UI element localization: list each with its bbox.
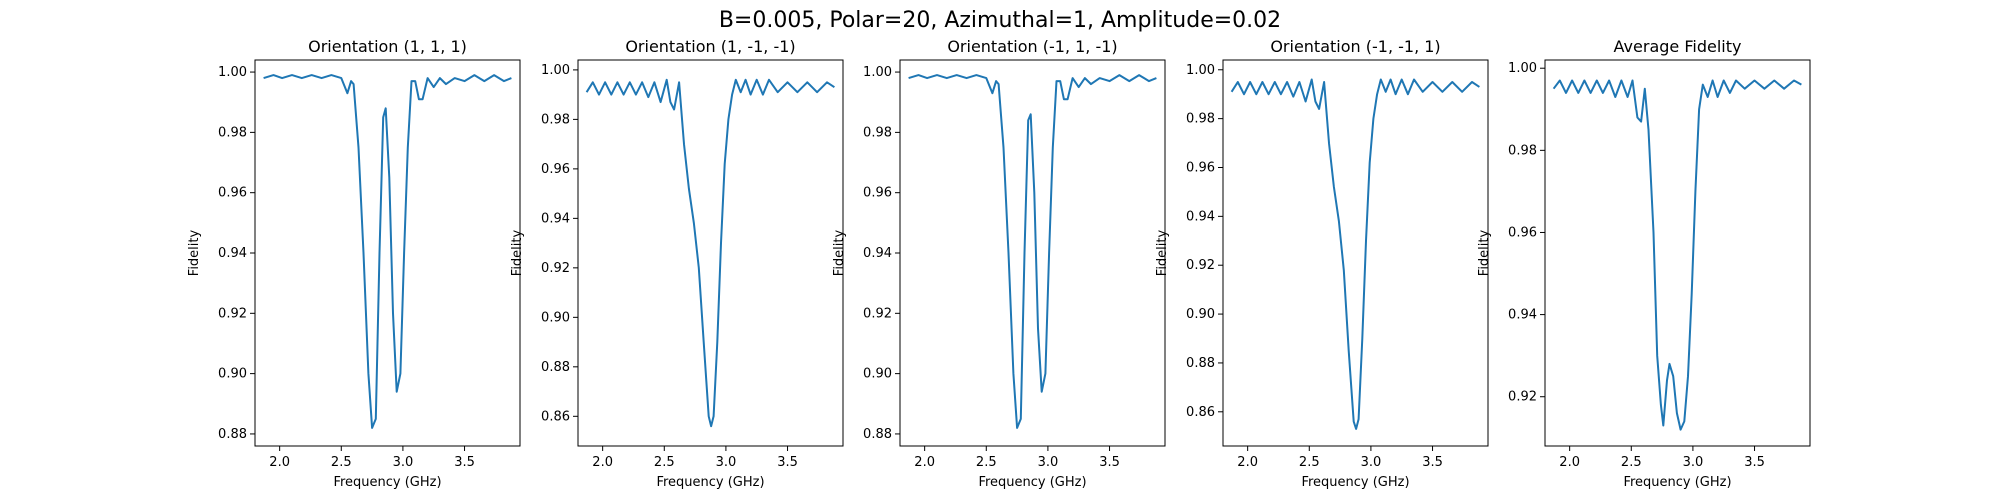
series-line (585, 78, 835, 428)
y-tick-label: 0.92 (1508, 390, 1537, 405)
y-tick-label: 1.00 (1186, 63, 1215, 78)
y-axis-label: Fidelity (1477, 229, 1492, 276)
y-tick-label: 0.92 (863, 306, 892, 321)
subplot-3: Orientation (-1, 1, -1) 2.0 2.5 3.0 3.5 0.88 0… (832, 37, 1166, 490)
y-tick-label: 0.96 (541, 162, 570, 177)
y-tick-label: 0.94 (218, 246, 247, 261)
subplot-5: Average Fidelity 2.0 2.5 3.0 3.5 0.92 0.94 0.96… (1477, 37, 1811, 490)
x-tick-label: 2.0 (269, 455, 290, 470)
y-tick-label: 0.92 (218, 306, 247, 321)
series-line (1552, 79, 1802, 431)
x-tick-label: 3.5 (1422, 455, 1443, 470)
y-tick-label: 0.88 (1186, 356, 1215, 371)
x-tick-label: 2.0 (592, 455, 613, 470)
subplot-title: Orientation (-1, 1, -1) (947, 37, 1117, 56)
y-tick-label: 0.96 (1186, 160, 1215, 175)
subplot-title: Orientation (1, -1, -1) (625, 37, 795, 56)
y-tick-label: 1.00 (218, 65, 247, 80)
x-tick-label: 2.0 (914, 455, 935, 470)
x-tick-label: 2.5 (654, 455, 675, 470)
y-tick-label: 1.00 (541, 63, 570, 78)
x-tick-label: 3.0 (1683, 455, 1704, 470)
y-tick-label: 0.88 (218, 427, 247, 442)
y-tick-label: 0.92 (541, 261, 570, 276)
x-tick-label: 2.0 (1237, 455, 1258, 470)
subplot-4: Orientation (-1, -1, 1) 2.0 2.5 3.0 3.5 0.86 0… (1155, 37, 1489, 490)
subplot-title: Orientation (-1, -1, 1) (1270, 37, 1440, 56)
series-line (908, 74, 1157, 429)
y-tick-label: 0.92 (1186, 258, 1215, 273)
subplot-title: Orientation (1, 1, 1) (308, 37, 467, 56)
x-tick-label: 2.5 (1299, 455, 1320, 470)
x-tick-label: 3.5 (454, 455, 475, 470)
y-axis-label: Fidelity (510, 229, 525, 276)
x-tick-label: 3.5 (1744, 455, 1765, 470)
y-tick-label: 0.94 (1508, 308, 1537, 323)
x-axis-label: Frequency (GHz) (333, 475, 441, 490)
y-tick-label: 0.86 (541, 409, 570, 424)
x-tick-label: 2.5 (331, 455, 352, 470)
figure-suptitle: B=0.005, Polar=20, Azimuthal=1, Amplitud… (719, 8, 1281, 33)
y-tick-label: 0.88 (541, 360, 570, 375)
y-tick-label: 0.96 (1508, 225, 1537, 240)
subplot-title: Average Fidelity (1614, 37, 1742, 56)
x-axis-label: Frequency (GHz) (1623, 475, 1731, 490)
y-tick-label: 0.90 (218, 367, 247, 382)
y-tick-label: 0.88 (863, 427, 892, 442)
x-axis-label: Frequency (GHz) (656, 475, 764, 490)
series-line (263, 74, 512, 429)
y-tick-label: 0.98 (541, 112, 570, 127)
y-tick-label: 0.94 (541, 211, 570, 226)
y-axis-label: Fidelity (832, 229, 847, 276)
series-line (1230, 78, 1480, 430)
x-tick-label: 2.0 (1559, 455, 1580, 470)
y-tick-label: 0.96 (863, 186, 892, 201)
y-tick-label: 1.00 (863, 65, 892, 80)
y-tick-label: 0.94 (863, 246, 892, 261)
y-tick-label: 0.90 (863, 367, 892, 382)
y-axis-label: Fidelity (1155, 229, 1170, 276)
y-tick-label: 1.00 (1508, 61, 1537, 76)
y-tick-label: 0.98 (1508, 143, 1537, 158)
y-tick-label: 0.90 (541, 310, 570, 325)
subplot-2: Orientation (1, -1, -1) 2.0 2.5 3.0 3.5 0.86 0… (510, 37, 844, 490)
axes-frame (1222, 59, 1489, 447)
axes-frame (1544, 59, 1811, 447)
y-tick-label: 0.98 (1186, 112, 1215, 127)
x-axis-label: Frequency (GHz) (978, 475, 1086, 490)
x-tick-label: 2.5 (976, 455, 997, 470)
axes-frame (577, 59, 844, 447)
x-tick-label: 3.5 (777, 455, 798, 470)
x-tick-label: 3.0 (393, 455, 414, 470)
y-tick-label: 0.96 (218, 186, 247, 201)
x-tick-label: 3.0 (716, 455, 737, 470)
x-tick-label: 3.0 (1038, 455, 1059, 470)
y-tick-label: 0.98 (863, 125, 892, 140)
y-axis-label: Fidelity (187, 229, 202, 276)
axes-frame (254, 59, 521, 447)
x-axis-label: Frequency (GHz) (1301, 475, 1409, 490)
subplot-1: Orientation (1, 1, 1) 2.0 2.5 3.0 3.5 0.88 0.9… (187, 37, 521, 490)
x-tick-label: 2.5 (1621, 455, 1642, 470)
y-tick-label: 0.86 (1186, 405, 1215, 420)
y-tick-label: 0.98 (218, 125, 247, 140)
x-tick-label: 3.5 (1099, 455, 1120, 470)
panels: Orientation (1, 1, 1) 2.0 2.5 3.0 3.5 0.88 0.9… (187, 37, 1811, 490)
y-tick-label: 0.94 (1186, 209, 1215, 224)
y-tick-label: 0.90 (1186, 307, 1215, 322)
axes-frame (899, 59, 1166, 447)
x-tick-label: 3.0 (1361, 455, 1382, 470)
